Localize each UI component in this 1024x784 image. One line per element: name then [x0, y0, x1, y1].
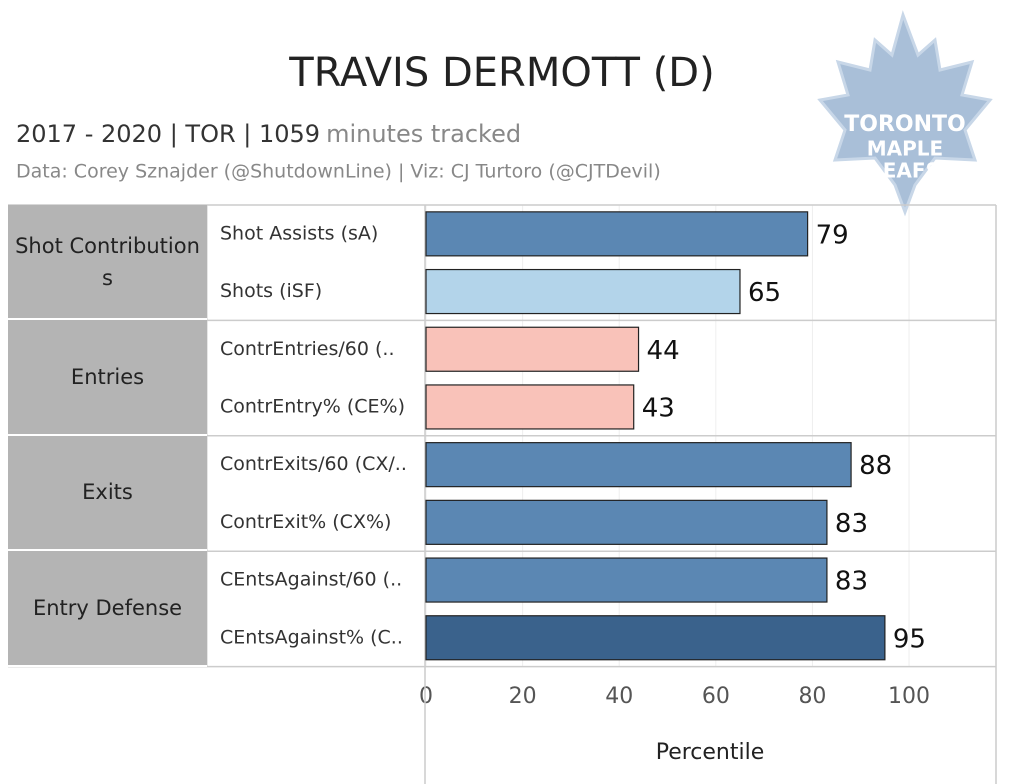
- x-tick-label: 40: [605, 684, 633, 709]
- logo-text: TORONTO: [844, 112, 965, 137]
- group-label: Exits: [8, 435, 207, 552]
- category-label: CEntsAgainst/60 (..: [220, 569, 402, 591]
- subtitle-rest: minutes tracked: [326, 120, 521, 148]
- logo-leaf: [817, 10, 993, 217]
- category-label: Shot Assists (sA): [220, 222, 378, 244]
- bar: [425, 211, 809, 257]
- chart-title: TRAVIS DERMOTT (D): [288, 50, 714, 96]
- value-label: 88: [859, 451, 892, 481]
- bar: [425, 615, 886, 661]
- bar: [425, 268, 741, 315]
- category-label: ContrExit% (CX%): [220, 511, 391, 533]
- x-tick-label: 60: [702, 684, 730, 709]
- x-axis-label: Percentile: [656, 740, 765, 765]
- value-label: 79: [816, 220, 849, 250]
- category-label: ContrEntries/60 (..: [220, 338, 394, 360]
- value-label: 44: [647, 336, 680, 366]
- category-label: CEntsAgainst% (C..: [220, 626, 403, 648]
- subtitle: 2017 - 2020 | TOR | 1059 minutes tracked: [16, 120, 521, 148]
- credit: Data: Corey Sznajder (@ShutdownLine) | V…: [16, 161, 661, 183]
- bar: [425, 557, 828, 603]
- logo-text: LEAFS: [870, 159, 940, 183]
- group-label: Entries: [8, 320, 207, 436]
- group-label: Entry Defense: [8, 551, 207, 667]
- x-tick-label: 0: [419, 684, 433, 709]
- bar: [425, 326, 640, 372]
- x-tick-label: 100: [888, 684, 930, 709]
- bar: [425, 442, 852, 488]
- group-label: Shot Contributions: [8, 205, 207, 321]
- value-label: 43: [642, 393, 675, 423]
- logo-text: MAPLE: [867, 137, 943, 161]
- x-tick-label: 80: [798, 684, 826, 709]
- value-label: 95: [893, 624, 926, 654]
- logo: TORONTO MAPLE LEAFS: [817, 10, 993, 217]
- category-label: ContrExits/60 (CX/..: [220, 453, 407, 475]
- bar: [425, 499, 828, 545]
- value-label: 65: [748, 278, 781, 308]
- category-label: ContrEntry% (CE%): [220, 395, 405, 417]
- value-label: 83: [835, 509, 868, 539]
- value-label: 83: [835, 567, 868, 597]
- x-tick-label: 20: [509, 684, 537, 709]
- category-label: Shots (iSF): [220, 280, 322, 302]
- bar: [425, 384, 635, 430]
- subtitle-main: 2017 - 2020 | TOR | 1059: [16, 120, 320, 148]
